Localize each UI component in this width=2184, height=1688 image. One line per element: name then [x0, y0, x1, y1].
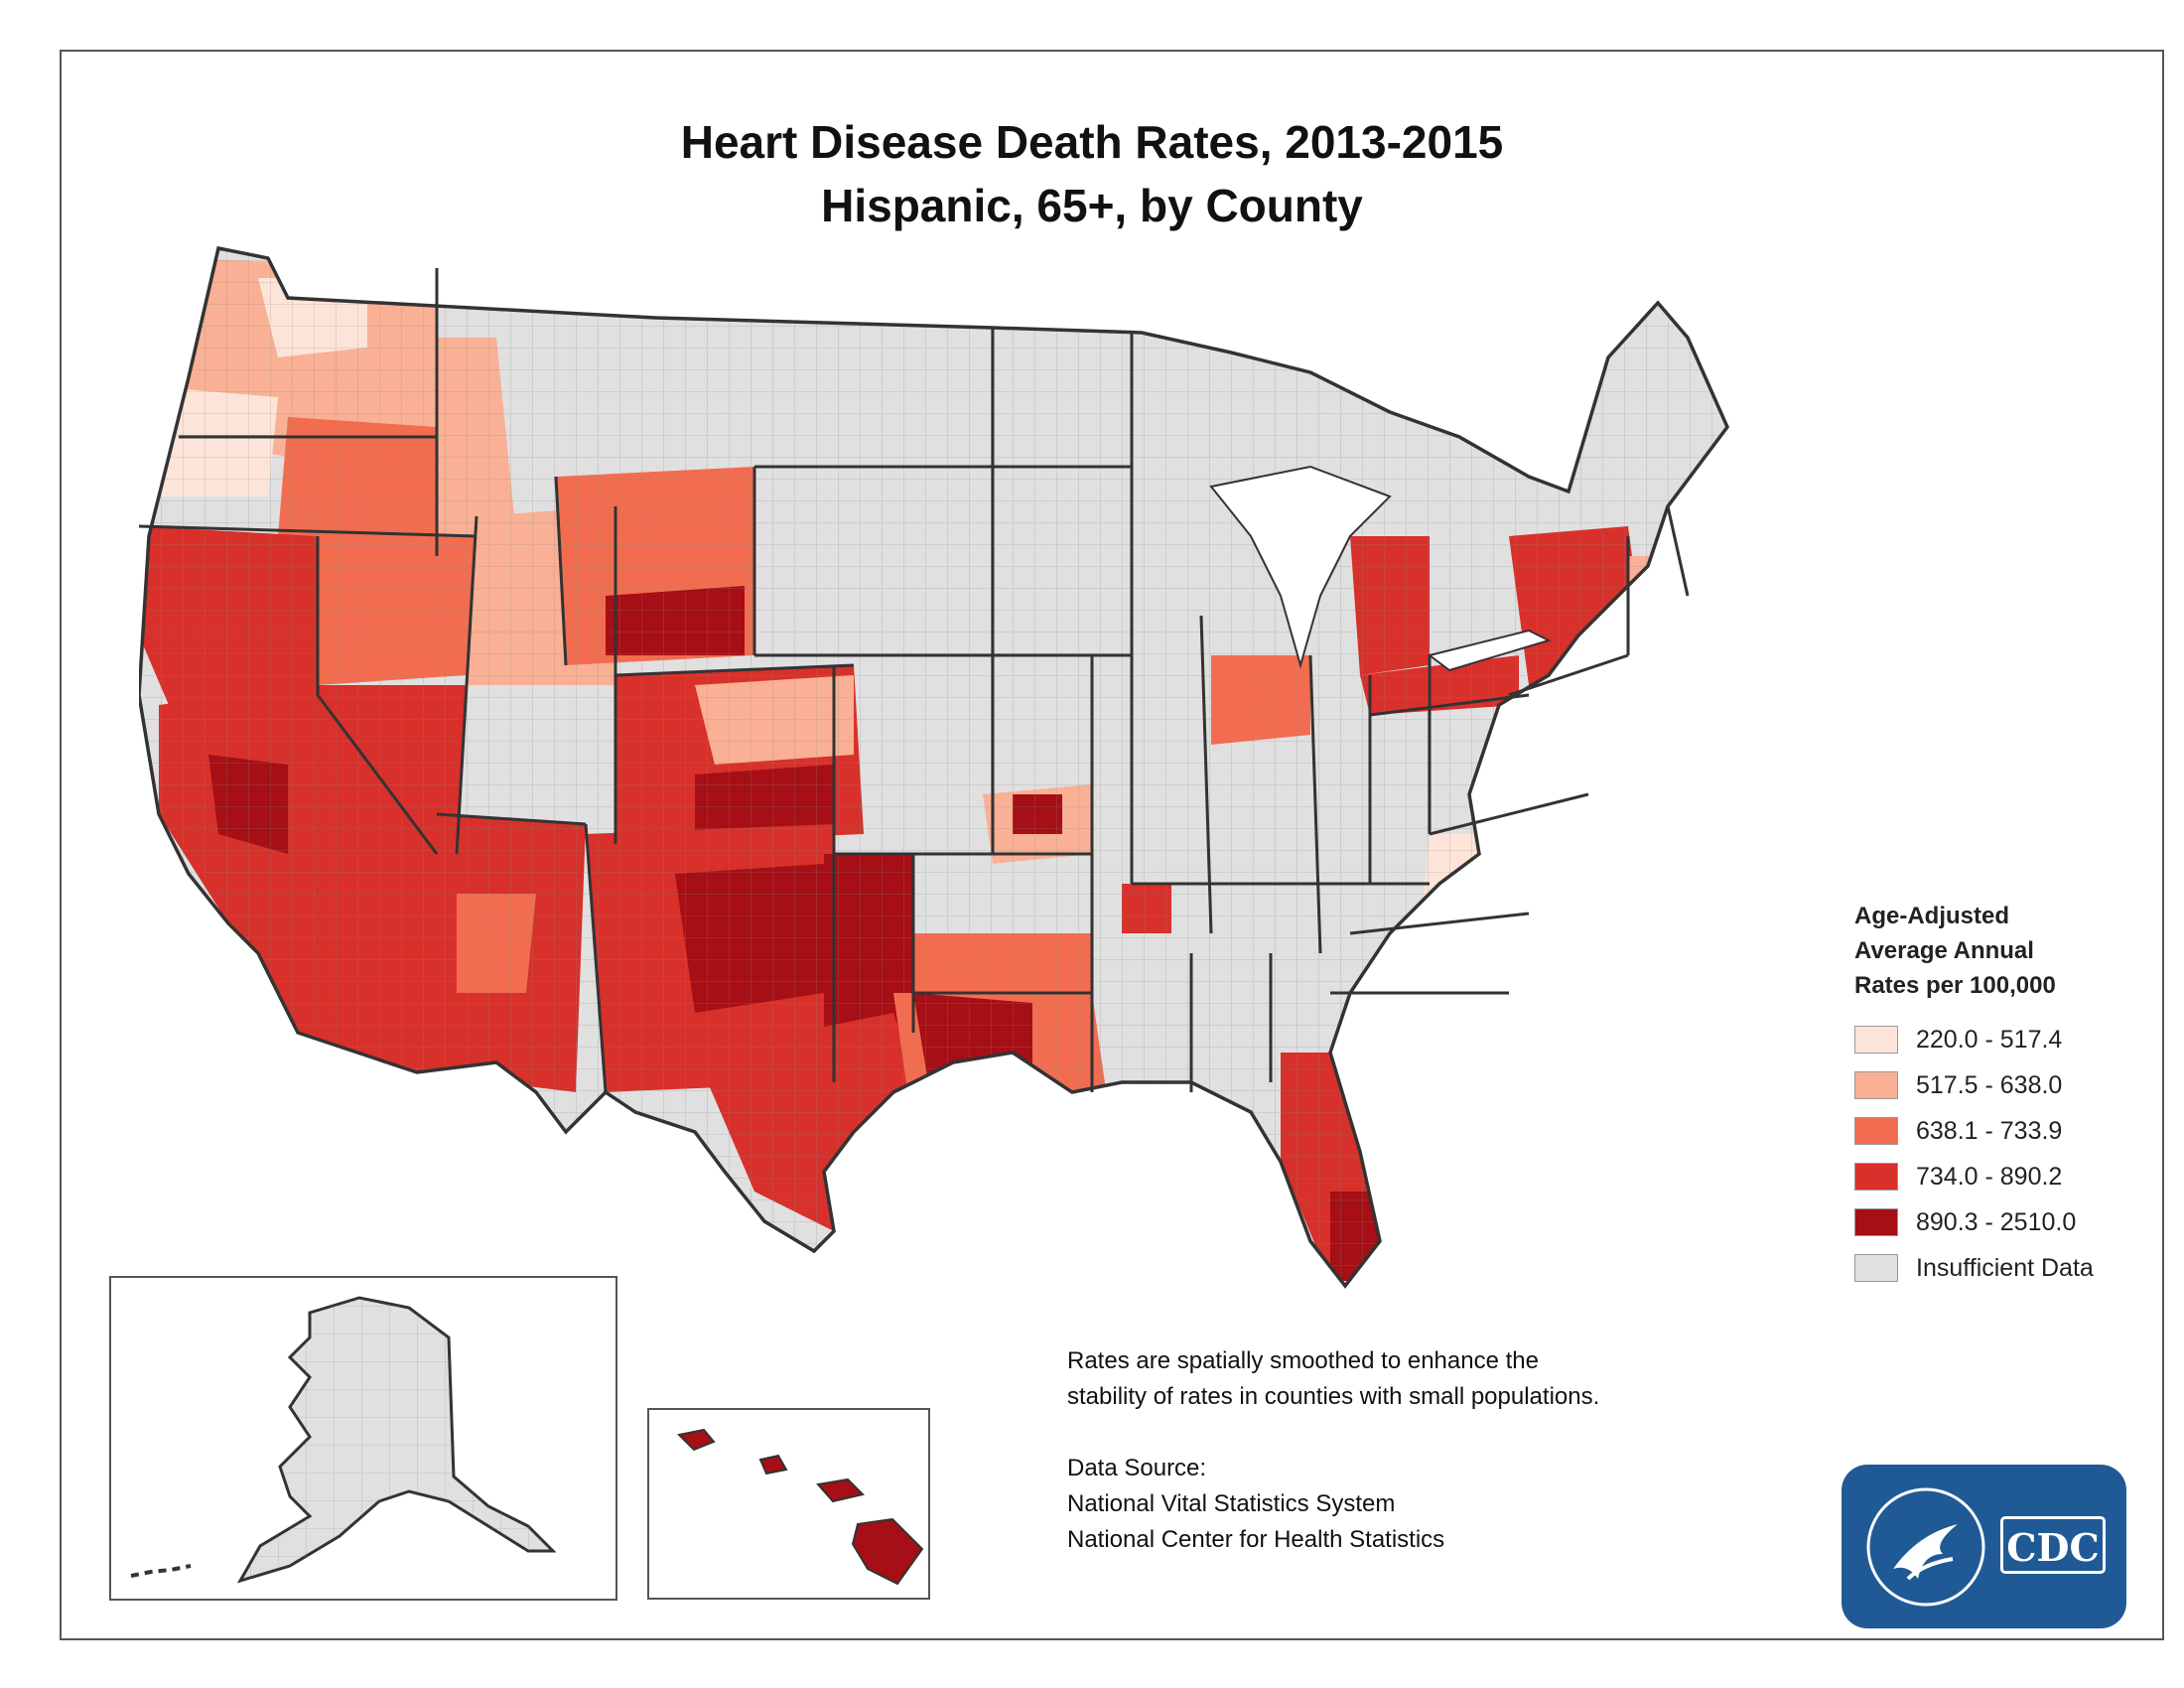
lake-erie: [1427, 629, 1552, 672]
hawaii-big-island: [851, 1517, 924, 1586]
source-line: National Center for Health Statistics: [1067, 1526, 1445, 1553]
legend-swatch: [1854, 1254, 1898, 1282]
region-louisiana: [1112, 1112, 1191, 1172]
map-frame: [60, 50, 2164, 1640]
legend-swatch: [1854, 1026, 1898, 1054]
cdc-wordmark: CDC: [2000, 1516, 2106, 1574]
alaska-inset: [109, 1276, 617, 1601]
source-line: National Vital Statistics System: [1067, 1490, 1396, 1517]
legend-swatch: [1854, 1117, 1898, 1145]
legend-title: Age-Adjusted Average Annual Rates per 10…: [1854, 903, 2056, 999]
legend-swatch: [1854, 1163, 1898, 1191]
legend: Age-Adjusted Average Annual Rates per 10…: [1854, 899, 2152, 1291]
cdc-logo: CDC: [1842, 1465, 2126, 1628]
hawaii-inset: [647, 1408, 930, 1600]
map-notes: Rates are spatially smoothed to enhance …: [1067, 1343, 1623, 1558]
great-lakes: [1209, 465, 1392, 669]
aleutian-islands: [130, 1564, 192, 1578]
source-heading: Data Source:: [1067, 1455, 1207, 1481]
legend-swatch: [1854, 1208, 1898, 1236]
contiguous-us-map: [139, 245, 1730, 1289]
map-title: Heart Disease Death Rates, 2013-2015: [680, 116, 1504, 168]
legend-item: 638.1 - 733.9: [1854, 1108, 2152, 1154]
hawaii-oahu: [758, 1454, 788, 1476]
legend-item: 890.3 - 2510.0: [1854, 1199, 2152, 1245]
legend-item: 220.0 - 517.4: [1854, 1017, 2152, 1062]
legend-item: 517.5 - 638.0: [1854, 1062, 2152, 1108]
hhs-eagle-icon: [1866, 1487, 1985, 1607]
hawaii-maui: [816, 1477, 865, 1503]
hawaii-kauai: [676, 1428, 716, 1452]
legend-item: Insufficient Data: [1854, 1245, 2152, 1291]
smoothing-note: Rates are spatially smoothed to enhance …: [1067, 1347, 1600, 1410]
state-borders: [139, 268, 1690, 1093]
region-texas-south: [834, 1112, 1052, 1271]
map-subtitle: Hispanic, 65+, by County: [821, 180, 1363, 231]
legend-swatch: [1854, 1071, 1898, 1099]
region-new-jersey: [1608, 655, 1648, 735]
legend-item: 734.0 - 890.2: [1854, 1154, 2152, 1199]
